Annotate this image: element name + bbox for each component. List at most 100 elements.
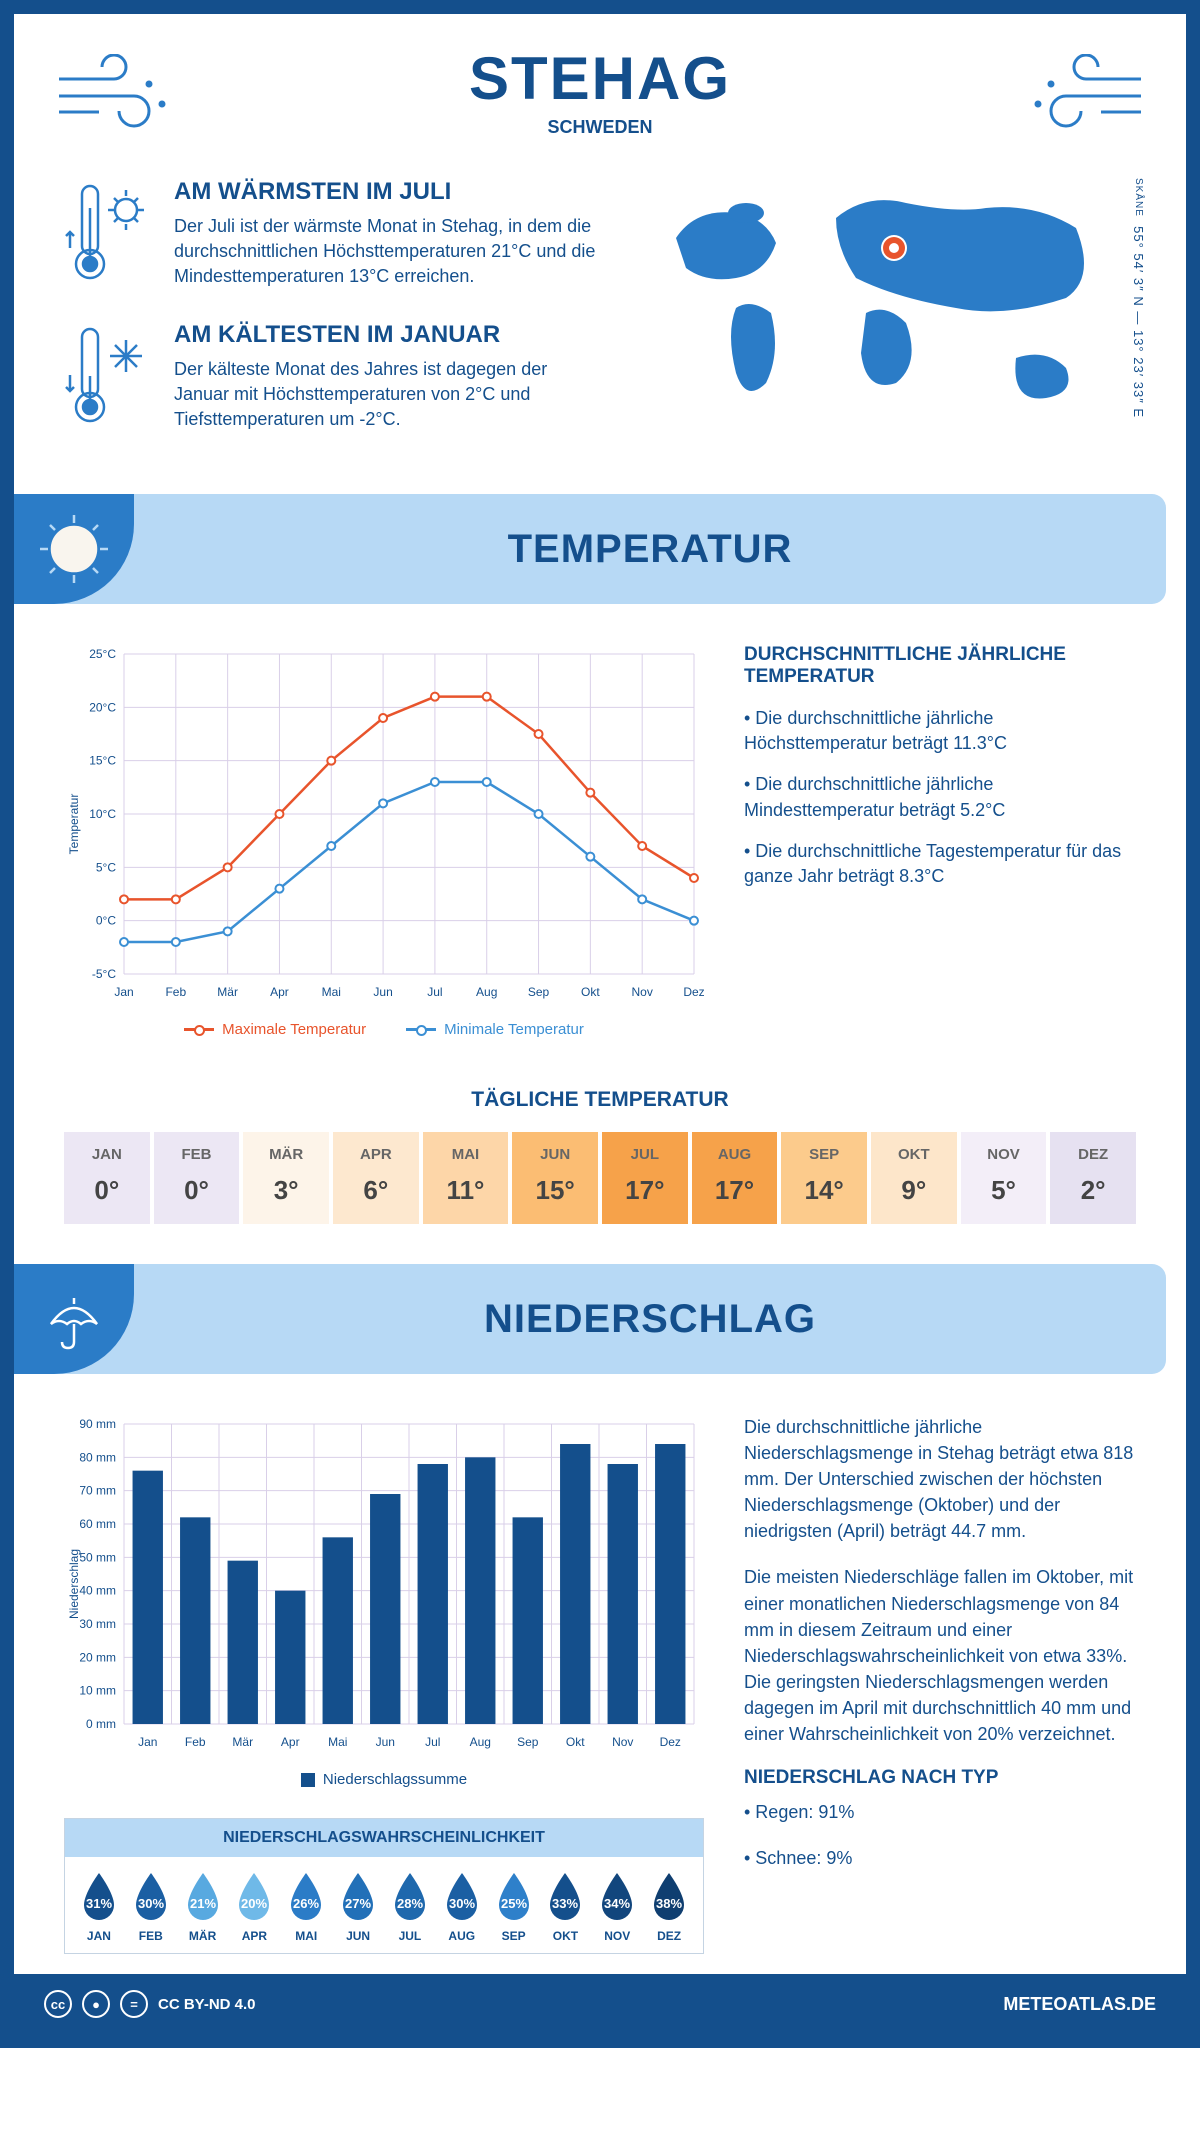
- fact-warm-text: Der Juli ist der wärmste Monat in Stehag…: [174, 214, 606, 290]
- svg-text:Mai: Mai: [322, 985, 341, 999]
- fact-warm-title: AM WÄRMSTEN IM JULI: [174, 178, 606, 206]
- svg-text:60 mm: 60 mm: [79, 1517, 116, 1531]
- page-wrapper: STEHAG SCHWEDEN: [0, 0, 1200, 2048]
- svg-text:Apr: Apr: [270, 985, 289, 999]
- thermometer-sun-icon: [64, 178, 154, 293]
- prob-cell: 27%JUN: [332, 1871, 384, 1943]
- temp-legend: Maximale Temperatur Minimale Temperatur: [64, 1021, 704, 1038]
- svg-text:Mär: Mär: [232, 1735, 253, 1749]
- svg-text:Dez: Dez: [683, 985, 704, 999]
- page-subtitle: SCHWEDEN: [34, 117, 1166, 138]
- svg-text:28%: 28%: [397, 1896, 423, 1911]
- svg-text:Sep: Sep: [517, 1735, 539, 1749]
- daily-cell: JUN15°: [512, 1132, 598, 1224]
- section-bar-precip: NIEDERSCHLAG: [14, 1264, 1166, 1374]
- svg-text:90 mm: 90 mm: [79, 1417, 116, 1431]
- temp-info-bullet: • Die durchschnittliche Tagestemperatur …: [744, 839, 1136, 889]
- svg-text:27%: 27%: [345, 1896, 371, 1911]
- daily-head: TÄGLICHE TEMPERATUR: [64, 1088, 1136, 1112]
- license: cc ● = CC BY-ND 4.0: [44, 1990, 256, 2018]
- temp-info-bullet: • Die durchschnittliche jährliche Höchst…: [744, 706, 1136, 756]
- daily-cell: JUL17°: [602, 1132, 688, 1224]
- svg-text:Jun: Jun: [373, 985, 392, 999]
- svg-text:-5°C: -5°C: [92, 967, 116, 981]
- daily-cell: OKT9°: [871, 1132, 957, 1224]
- daily-cell: AUG17°: [692, 1132, 778, 1224]
- svg-text:26%: 26%: [293, 1896, 319, 1911]
- precipitation-bar-chart: 0 mm10 mm20 mm30 mm40 mm50 mm60 mm70 mm8…: [64, 1414, 704, 1754]
- svg-text:Temperatur: Temperatur: [67, 794, 81, 855]
- facts-column: AM WÄRMSTEN IM JULI Der Juli ist der wär…: [64, 178, 606, 464]
- svg-text:21%: 21%: [190, 1896, 216, 1911]
- svg-text:Mär: Mär: [217, 985, 238, 999]
- precip-probability-box: NIEDERSCHLAGSWAHRSCHEINLICHKEIT 31%JAN30…: [64, 1818, 704, 1954]
- footer: cc ● = CC BY-ND 4.0 METEOATLAS.DE: [14, 1974, 1186, 2034]
- svg-text:Jan: Jan: [138, 1735, 157, 1749]
- section-title-precip: NIEDERSCHLAG: [134, 1297, 1166, 1342]
- svg-text:10 mm: 10 mm: [79, 1684, 116, 1698]
- prob-cell: 31%JAN: [73, 1871, 125, 1943]
- temp-info: DURCHSCHNITTLICHE JÄHRLICHE TEMPERATUR •…: [744, 644, 1136, 1038]
- svg-text:40 mm: 40 mm: [79, 1584, 116, 1598]
- svg-text:70 mm: 70 mm: [79, 1484, 116, 1498]
- svg-text:34%: 34%: [604, 1896, 630, 1911]
- intro-section: AM WÄRMSTEN IM JULI Der Juli ist der wär…: [14, 158, 1186, 494]
- fact-warmest: AM WÄRMSTEN IM JULI Der Juli ist der wär…: [64, 178, 606, 293]
- wind-icon: [1026, 54, 1146, 139]
- wind-icon: [54, 54, 174, 139]
- world-map: [636, 178, 1136, 438]
- svg-text:Jun: Jun: [376, 1735, 395, 1749]
- svg-text:20%: 20%: [241, 1896, 267, 1911]
- page-title: STEHAG: [34, 44, 1166, 113]
- precip-type-head: NIEDERSCHLAG NACH TYP: [744, 1767, 1136, 1789]
- svg-text:38%: 38%: [656, 1896, 682, 1911]
- cc-icon: cc: [44, 1990, 72, 2018]
- prob-cell: 30%AUG: [436, 1871, 488, 1943]
- daily-cell: JAN0°: [64, 1132, 150, 1224]
- umbrella-icon: [14, 1264, 134, 1374]
- svg-text:Nov: Nov: [632, 985, 653, 999]
- thermometer-snow-icon: [64, 321, 154, 436]
- svg-text:Okt: Okt: [581, 985, 600, 999]
- svg-text:Niederschlag: Niederschlag: [67, 1549, 81, 1619]
- header: STEHAG SCHWEDEN: [14, 14, 1186, 158]
- daily-cell: MÄR3°: [243, 1132, 329, 1224]
- svg-text:33%: 33%: [552, 1896, 578, 1911]
- svg-text:Mai: Mai: [328, 1735, 347, 1749]
- temperature-line-chart: -5°C0°C5°C10°C15°C20°C25°CJanFebMärAprMa…: [64, 644, 704, 1038]
- prob-cell: 26%MAI: [280, 1871, 332, 1943]
- nd-icon: =: [120, 1990, 148, 2018]
- daily-cell: APR6°: [333, 1132, 419, 1224]
- svg-text:31%: 31%: [86, 1896, 112, 1911]
- svg-text:30%: 30%: [138, 1896, 164, 1911]
- svg-text:10°C: 10°C: [89, 807, 116, 821]
- svg-text:Feb: Feb: [185, 1735, 206, 1749]
- svg-text:Aug: Aug: [470, 1735, 491, 1749]
- daily-temp-table: TÄGLICHE TEMPERATUR JAN0°FEB0°MÄR3°APR6°…: [14, 1078, 1186, 1264]
- coordinates: SKÅNE 55° 54′ 3″ N — 13° 23′ 33″ E: [1131, 178, 1146, 418]
- prob-cell: 30%FEB: [125, 1871, 177, 1943]
- daily-cell: MAI11°: [423, 1132, 509, 1224]
- prob-cell: 25%SEP: [488, 1871, 540, 1943]
- svg-text:50 mm: 50 mm: [79, 1550, 116, 1564]
- daily-cell: DEZ2°: [1050, 1132, 1136, 1224]
- prob-cell: 28%JUL: [384, 1871, 436, 1943]
- precip-para: Die durchschnittliche jährliche Niedersc…: [744, 1414, 1136, 1544]
- svg-text:80 mm: 80 mm: [79, 1450, 116, 1464]
- prob-cell: 33%OKT: [539, 1871, 591, 1943]
- svg-text:Okt: Okt: [566, 1735, 585, 1749]
- fact-cold-title: AM KÄLTESTEN IM JANUAR: [174, 321, 606, 349]
- precip-type: • Regen: 91%: [744, 1799, 1136, 1825]
- svg-text:0°C: 0°C: [96, 914, 116, 928]
- svg-text:Nov: Nov: [612, 1735, 633, 1749]
- svg-text:Jan: Jan: [114, 985, 133, 999]
- svg-text:20 mm: 20 mm: [79, 1650, 116, 1664]
- svg-text:15°C: 15°C: [89, 754, 116, 768]
- section-bar-temp: TEMPERATUR: [14, 494, 1166, 604]
- daily-cell: NOV5°: [961, 1132, 1047, 1224]
- temp-info-bullet: • Die durchschnittliche jährliche Mindes…: [744, 772, 1136, 822]
- precip-type: • Schnee: 9%: [744, 1845, 1136, 1871]
- svg-text:Apr: Apr: [281, 1735, 300, 1749]
- svg-text:25%: 25%: [501, 1896, 527, 1911]
- svg-text:30%: 30%: [449, 1896, 475, 1911]
